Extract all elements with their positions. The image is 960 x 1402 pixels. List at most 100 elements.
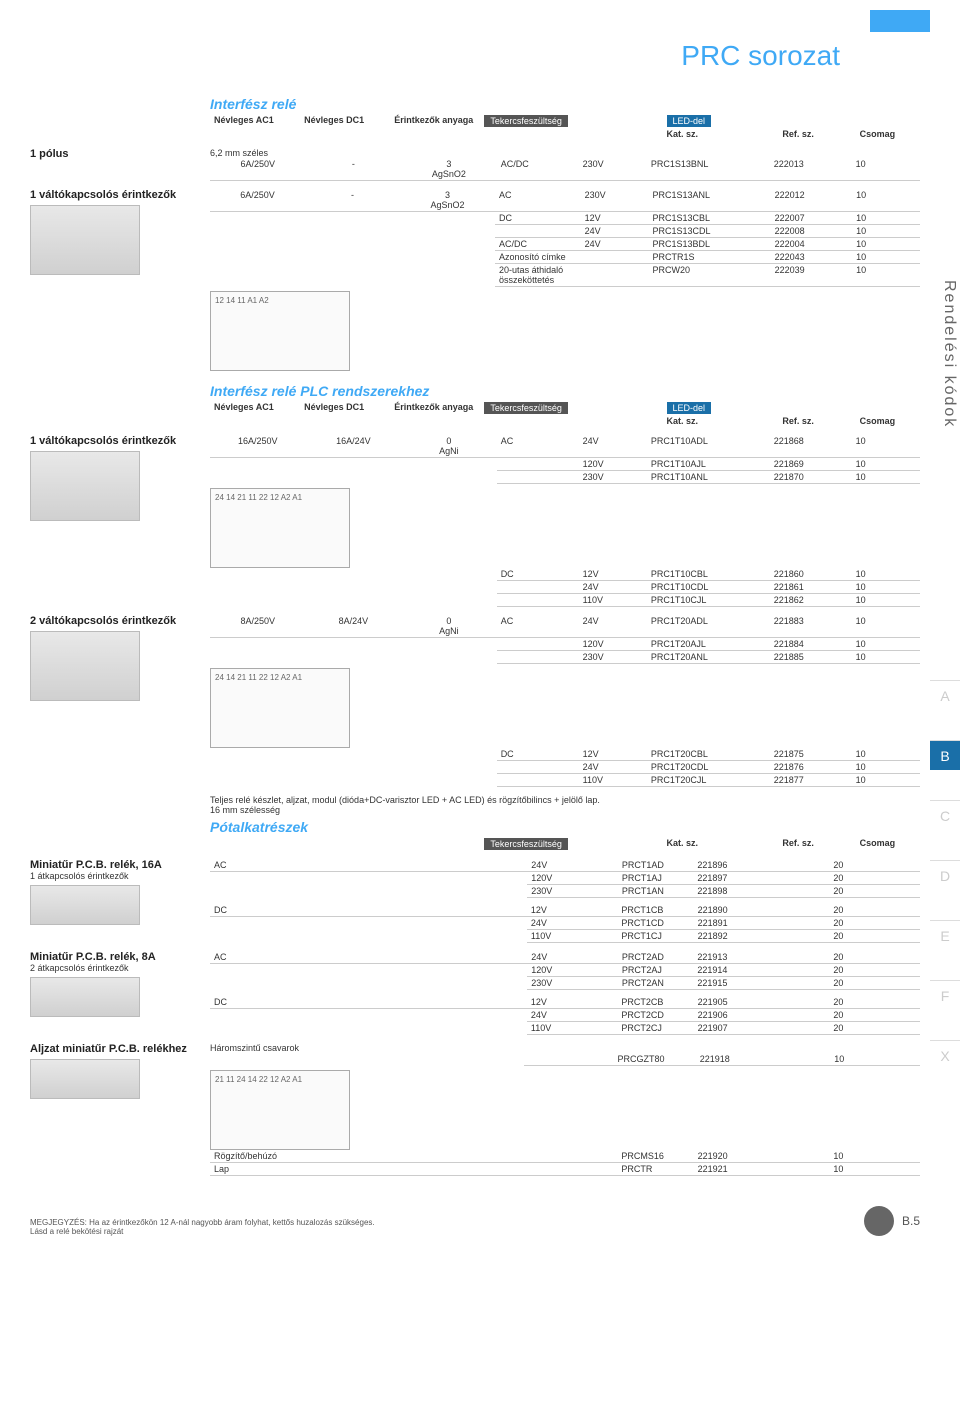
- hdr-ac1-2: Névleges AC1: [210, 401, 300, 415]
- vtab-A[interactable]: A: [930, 680, 960, 710]
- vtab-D[interactable]: D: [930, 860, 960, 890]
- hdr-dc1-2: Névleges DC1: [300, 401, 390, 415]
- product-image: [30, 631, 140, 701]
- section2-title: Interfész relé PLC rendszerekhez: [210, 383, 920, 399]
- group-label: Miniatűr P.C.B. relék, 16A: [30, 859, 202, 871]
- vtab-B[interactable]: B: [930, 740, 960, 770]
- hdr-kat-2: Kat. sz.: [663, 415, 779, 427]
- sec3-group: Aljzat miniatűr P.C.B. relékhez Háromszin…: [30, 1043, 920, 1176]
- table-row: 120VPRC1T20AJL22188410: [210, 638, 920, 651]
- vtab-F[interactable]: F: [930, 980, 960, 1010]
- hdr-contact: Érintkezők anyaga: [390, 114, 480, 128]
- sec2-group: 1 váltókapcsolós érintkezők 16A/250V16A/2…: [30, 435, 920, 607]
- sec1-group: 1 pólus 6,2 mm széles6A/250V-3 AgSnO2AC/D…: [30, 148, 920, 181]
- table-row: 110VPRCT1CJ22189220: [210, 930, 920, 943]
- vtab-X[interactable]: X: [930, 1040, 960, 1070]
- table-row: 24VPRC1S13CDL22200810: [210, 225, 920, 238]
- table-row: 120VPRCT2AJ22191420: [210, 964, 920, 977]
- vtab-C[interactable]: C: [930, 800, 960, 830]
- footer-note: MEGJEGYZÉS: Ha az érintkezőkön 12 A-nál …: [30, 1218, 375, 1236]
- section3-title: Pótalkatrészek: [210, 819, 920, 835]
- section1-title: Interfész relé: [210, 96, 920, 112]
- section3-intro: Teljes relé készlet, aljzat, modul (diód…: [30, 795, 920, 851]
- hdr-ref-3: Ref. sz.: [778, 837, 855, 851]
- sec3-group: Miniatűr P.C.B. relék, 16A1 átkapcsolós …: [30, 859, 920, 943]
- table-row: AC24VPRCT1AD22189620: [210, 859, 920, 872]
- sec2-group: 2 váltókapcsolós érintkezők8A/250V8A/24V…: [30, 615, 920, 787]
- section2-header-table: Névleges AC1 Névleges DC1 Érintkezők any…: [210, 401, 920, 427]
- width-note: 6,2 mm széles: [210, 148, 920, 158]
- hdr-coil: Tekercsfeszültség: [484, 115, 568, 127]
- table-row: 230VPRCT1AN22189820: [210, 885, 920, 898]
- table-row: 20-utas áthidaló összeköttetésPRCW202220…: [210, 264, 920, 287]
- table-row: Azonosító címkePRCTR1S22204310: [210, 251, 920, 264]
- hdr-pack: Csomag: [856, 128, 920, 140]
- product-image: [30, 205, 140, 275]
- hdr-contact-2: Érintkezők anyaga: [390, 401, 480, 415]
- table-row: 24VPRC1T10CDL22186110: [210, 581, 920, 594]
- product-image: [30, 885, 140, 925]
- hdr-ref: Ref. sz.: [778, 128, 855, 140]
- hdr-ac1: Névleges AC1: [210, 114, 300, 128]
- hdr-led-2: LED-del: [667, 402, 712, 414]
- table-row: DC12VPRC1T20CBL22187510: [210, 748, 920, 761]
- table-row: 120VPRC1T10AJL22186910: [210, 458, 920, 471]
- extra-label: Háromszintű csavarok: [210, 1043, 920, 1053]
- product-image: [30, 977, 140, 1017]
- sec3-group: Miniatűr P.C.B. relék, 8A2 átkapcsolós é…: [30, 951, 920, 1035]
- product-image: [30, 1059, 140, 1099]
- product-image: [30, 451, 140, 521]
- footer: MEGJEGYZÉS: Ha az érintkezőkön 12 A-nál …: [30, 1206, 920, 1236]
- table-row: 24VPRCT2CD22190620: [210, 1009, 920, 1022]
- table-row: DC12VPRCT2CB22190520: [210, 996, 920, 1009]
- section1: Interfész relé Névleges AC1 Névleges DC1…: [30, 92, 920, 140]
- section3-note: Teljes relé készlet, aljzat, modul (diód…: [210, 795, 920, 815]
- hdr-dc1: Névleges DC1: [300, 114, 390, 128]
- spec-row: 16A/250V16A/24V0 AgNiAC24VPRC1T10ADL2218…: [210, 435, 920, 458]
- table-row: DC12VPRC1T10CBL22186010: [210, 568, 920, 581]
- group-label: Aljzat miniatűr P.C.B. relékhez: [30, 1043, 202, 1055]
- table-row: 110VPRC1T20CJL22187710: [210, 774, 920, 787]
- table-row: 110VPRCT2CJ22190720: [210, 1022, 920, 1035]
- group-sublabel: 1 átkapcsolós érintkezők: [30, 871, 202, 881]
- spec-row: 8A/250V8A/24V0 AgNiAC24VPRC1T20ADL221883…: [210, 615, 920, 638]
- wiring-diagram: 21 11 24 14 22 12 A2 A1: [210, 1070, 350, 1150]
- spec-row: 6A/250V-3 AgSnO2AC/DC230VPRC1S13BNL22201…: [210, 158, 920, 181]
- table-row: 24VPRC1T20CDL22187610: [210, 761, 920, 774]
- corner-accent: [870, 10, 930, 32]
- sec1-group: 1 váltókapcsolós érintkezők 6A/250V-3 AgS…: [30, 189, 920, 371]
- group-label: 1 pólus: [30, 148, 202, 160]
- wiring-diagram: 24 14 21 11 22 12 A2 A1: [210, 668, 350, 748]
- section3-header-table: Tekercsfeszültség Kat. sz. Ref. sz. Csom…: [210, 837, 920, 851]
- series-title: PRC sorozat: [30, 40, 840, 72]
- table-row: 230VPRCT2AN22191520: [210, 977, 920, 990]
- hdr-pack-2: Csomag: [856, 415, 920, 427]
- table-row: 24VPRCT1CD22189120: [210, 917, 920, 930]
- table-row: 120VPRCT1AJ22189720: [210, 872, 920, 885]
- vtab-E[interactable]: E: [930, 920, 960, 950]
- hdr-kat-3: Kat. sz.: [663, 837, 779, 851]
- hdr-coil-3: Tekercsfeszültség: [484, 838, 568, 850]
- group-sublabel: 2 átkapcsolós érintkezők: [30, 963, 202, 973]
- hdr-ref-2: Ref. sz.: [778, 415, 855, 427]
- hdr-led: LED-del: [667, 115, 712, 127]
- spec-row: 6A/250V-3 AgSnO2AC230VPRC1S13ANL22201210: [210, 189, 920, 212]
- wiring-diagram: 24 14 21 11 22 12 A2 A1: [210, 488, 350, 568]
- table-row: AC/DC24VPRC1S13BDL22200410: [210, 238, 920, 251]
- hdr-coil-2: Tekercsfeszültség: [484, 402, 568, 414]
- section2-header: Interfész relé PLC rendszerekhez Névlege…: [30, 379, 920, 427]
- group-label: 1 váltókapcsolós érintkezők: [30, 189, 202, 201]
- page: PRC sorozat Interfész relé Névleges AC1 …: [0, 0, 960, 1256]
- table-row: 230VPRC1T20ANL22188510: [210, 651, 920, 664]
- table-row: 110VPRC1T10CJL22186210: [210, 594, 920, 607]
- hdr-pack-3: Csomag: [856, 837, 920, 851]
- page-number: B.5: [902, 1214, 920, 1228]
- wiring-diagram: 12 14 11 A1 A2: [210, 291, 350, 371]
- group-label: 1 váltókapcsolós érintkezők: [30, 435, 202, 447]
- table-row: AC24VPRCT2AD22191320: [210, 951, 920, 964]
- table-row: LapPRCTR22192110: [210, 1163, 920, 1176]
- table-row: PRCGZT8022191810: [210, 1053, 920, 1066]
- table-row: DC12VPRCT1CB22189020: [210, 904, 920, 917]
- table-row: Rögzítő/behúzóPRCMS1622192010: [210, 1150, 920, 1163]
- side-label: Rendelési kódok: [940, 280, 958, 428]
